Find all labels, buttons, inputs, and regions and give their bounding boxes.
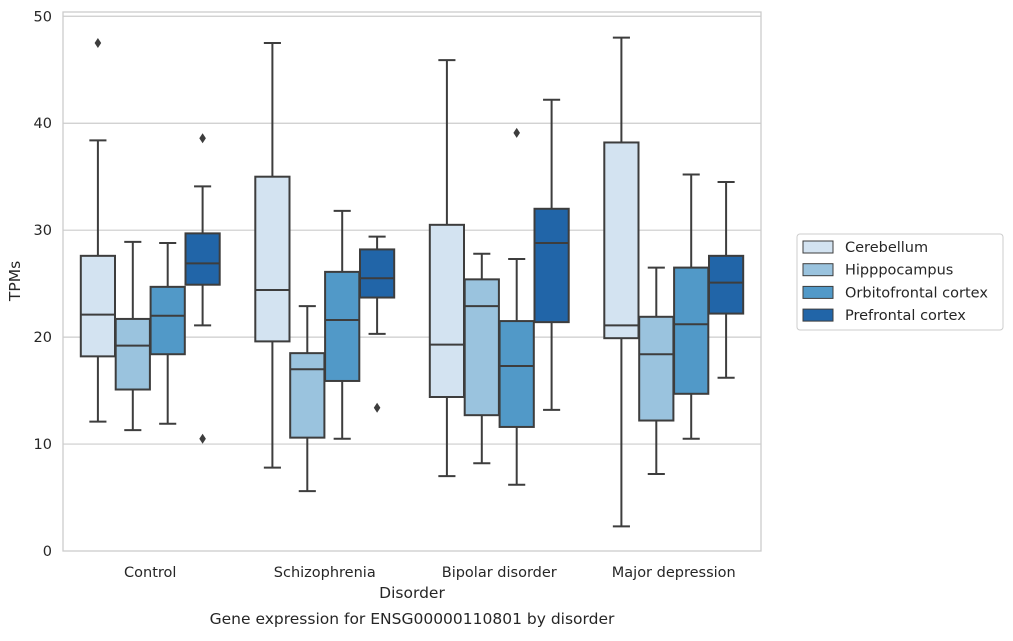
outlier-point <box>373 402 381 413</box>
box-body <box>254 175 291 343</box>
box-body <box>603 141 640 340</box>
y-tick-label: 10 <box>34 437 52 453</box>
box-body <box>428 223 466 398</box>
box-body <box>707 254 745 315</box>
box <box>324 209 361 440</box>
y-tick-label: 50 <box>34 9 52 25</box>
x-axis-label: Disorder <box>379 584 445 602</box>
legend-frame <box>796 233 1004 331</box>
box <box>533 98 570 411</box>
series-cerebellum <box>79 36 640 528</box>
legend-items: Cerebellum Hipppocampus Orbitofrontal cort… <box>802 240 988 324</box>
box <box>254 42 291 469</box>
box-body <box>289 352 326 439</box>
legend: Cerebellum Hipppocampus Orbitofrontal cort… <box>796 233 1004 331</box>
box <box>707 181 745 379</box>
box-body <box>358 248 396 299</box>
box-body <box>324 270 361 382</box>
box <box>498 127 535 486</box>
x-axis-ticks: Control Schizophrenia Bipolar disorder Majo… <box>124 565 736 581</box>
chart-caption: Gene expression for ENSG00000110801 by d… <box>210 610 615 628</box>
x-tick-label: Control <box>124 565 176 581</box>
box-series <box>79 36 745 528</box>
y-tick-label: 20 <box>34 330 52 346</box>
series-orbitofrontal-cortex <box>149 127 710 486</box>
box-body <box>184 232 221 286</box>
legend-label: Prefrontal cortex <box>845 308 966 324</box>
box <box>289 305 326 493</box>
box-body <box>79 254 117 358</box>
box <box>358 235 396 413</box>
legend-swatch <box>802 308 834 322</box>
outlier-point <box>94 38 102 49</box>
outlier-point <box>199 133 206 144</box>
box <box>638 266 675 475</box>
legend-swatch <box>802 240 834 254</box>
box-body <box>114 317 151 391</box>
box <box>79 38 117 423</box>
series-prefrontal-cortex <box>184 98 745 444</box>
box <box>673 173 710 440</box>
plot-area-frame <box>62 11 762 552</box>
legend-swatch <box>802 285 834 299</box>
outlier-point <box>199 433 206 444</box>
box <box>114 240 151 432</box>
y-tick-label: 0 <box>43 544 52 560</box>
box-body <box>638 315 675 422</box>
x-tick-label: Major depression <box>612 565 736 581</box>
box-body <box>673 266 710 395</box>
outlier-point <box>513 127 520 138</box>
legend-label: Cerebellum <box>845 240 928 256</box>
box <box>463 252 500 465</box>
x-tick-label: Bipolar disorder <box>442 565 557 581</box>
y-tick-label: 40 <box>34 116 52 132</box>
box-body <box>149 285 186 356</box>
legend-label: Hipppocampus <box>845 263 953 279</box>
y-axis-label: TPMs <box>6 261 24 302</box>
x-tick-label: Schizophrenia <box>274 565 376 581</box>
box <box>428 59 466 478</box>
legend-label: Orbitofrontal cortex <box>845 285 988 301</box>
box <box>603 36 640 528</box>
y-axis-ticks: 0 10 20 30 40 50 <box>34 9 52 560</box>
legend-swatch <box>802 263 834 277</box>
box <box>149 242 186 425</box>
series-hipppocampus <box>114 240 675 493</box>
box-body <box>533 207 570 324</box>
box-body <box>463 278 500 417</box>
box <box>184 133 221 444</box>
y-tick-label: 30 <box>34 223 52 239</box>
box-body <box>498 320 535 428</box>
